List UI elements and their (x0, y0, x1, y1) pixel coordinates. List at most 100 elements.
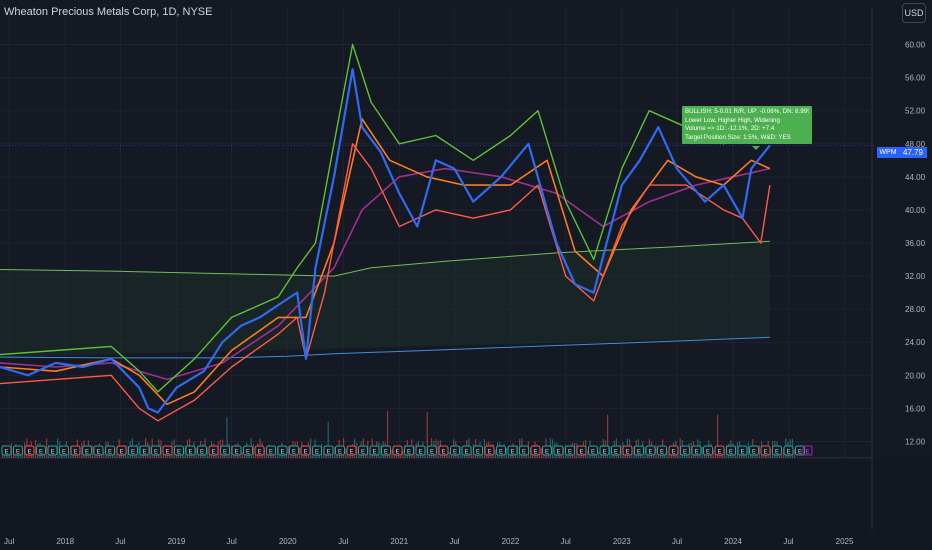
y-tick-label: 60.00 (905, 41, 926, 50)
earnings-marker[interactable] (622, 445, 633, 456)
earnings-marker[interactable] (392, 445, 403, 456)
earnings-marker[interactable] (588, 445, 598, 456)
earnings-marker[interactable] (565, 445, 575, 456)
earnings-marker-letter: E (556, 450, 560, 456)
earnings-marker[interactable] (312, 445, 322, 456)
earnings-marker[interactable] (266, 445, 276, 456)
earnings-marker[interactable] (185, 445, 196, 456)
y-tick-label: 44.00 (905, 173, 926, 182)
earnings-marker[interactable] (346, 445, 357, 456)
earnings-marker[interactable] (128, 445, 138, 456)
earnings-marker[interactable] (116, 445, 127, 456)
volume-bar (448, 451, 450, 458)
earnings-marker[interactable] (300, 445, 311, 456)
earnings-marker[interactable] (415, 445, 426, 456)
earnings-marker[interactable] (36, 445, 46, 456)
earnings-marker[interactable] (542, 445, 552, 456)
earnings-marker[interactable] (404, 445, 414, 456)
earnings-marker[interactable] (519, 445, 529, 456)
earnings-marker[interactable] (484, 445, 495, 456)
earnings-marker[interactable] (749, 445, 759, 456)
earnings-marker[interactable] (737, 445, 748, 456)
annotation-line: Lower Low, Higher High, Widening (685, 116, 780, 124)
earnings-marker[interactable] (381, 445, 391, 456)
earnings-marker[interactable] (611, 445, 621, 456)
earnings-marker[interactable] (323, 445, 334, 456)
earnings-marker[interactable] (93, 445, 104, 456)
x-tick-label: Jul (783, 537, 793, 546)
earnings-marker[interactable] (645, 445, 656, 456)
earnings-marker[interactable] (473, 445, 483, 456)
earnings-marker[interactable] (59, 445, 69, 456)
earnings-marker[interactable] (691, 445, 702, 456)
currency-button[interactable]: USD (902, 3, 926, 23)
earnings-marker[interactable] (427, 445, 437, 456)
earnings-marker[interactable] (1, 445, 12, 456)
earnings-marker[interactable] (358, 445, 368, 456)
earnings-marker[interactable] (174, 445, 184, 456)
earnings-marker-letter: E (568, 450, 572, 456)
earnings-marker[interactable] (680, 445, 690, 456)
volume-bar (345, 448, 347, 458)
earnings-marker[interactable] (231, 445, 242, 456)
earnings-marker-letter: E (579, 450, 583, 456)
volume-bar (327, 421, 329, 458)
earnings-marker[interactable] (795, 445, 805, 456)
earnings-marker[interactable] (634, 445, 644, 456)
earnings-marker[interactable] (70, 445, 81, 456)
earnings-marker[interactable] (461, 445, 472, 456)
earnings-marker[interactable] (13, 445, 23, 456)
earnings-marker[interactable] (760, 445, 771, 456)
earnings-marker[interactable] (289, 445, 299, 456)
y-tick-label: 48.00 (905, 140, 926, 149)
earnings-marker[interactable] (369, 445, 380, 456)
annotation-line: Volume => 1D: -12.1%, 2D: +7.4 (685, 125, 775, 133)
volume-bar (226, 417, 228, 458)
series-line-fast-ma (0, 118, 771, 406)
earnings-marker[interactable] (335, 445, 345, 456)
earnings-marker-letter: E (752, 450, 756, 456)
earnings-marker[interactable] (47, 445, 58, 456)
earnings-marker[interactable] (139, 445, 150, 456)
earnings-marker[interactable] (162, 445, 173, 456)
earnings-marker[interactable] (772, 445, 782, 456)
earnings-marker-letter: E (73, 450, 77, 456)
earnings-marker-letter: E (602, 450, 606, 456)
earnings-marker[interactable] (208, 445, 219, 456)
earnings-marker[interactable] (220, 445, 230, 456)
earnings-marker[interactable] (151, 445, 161, 456)
series-line-lower-band (0, 143, 771, 422)
earnings-marker-letter: E (591, 450, 595, 456)
volume-bar (655, 444, 657, 458)
earnings-marker[interactable] (553, 445, 564, 456)
earnings-marker-letter: E (533, 450, 537, 456)
earnings-marker[interactable] (668, 445, 679, 456)
earnings-marker[interactable] (496, 445, 506, 456)
earnings-marker[interactable] (243, 445, 253, 456)
volume-bar (92, 445, 94, 458)
earnings-marker[interactable] (703, 445, 713, 456)
earnings-marker[interactable] (438, 445, 449, 456)
series-line-price (0, 68, 771, 414)
earnings-marker[interactable] (450, 445, 460, 456)
earnings-marker[interactable] (576, 445, 587, 456)
earnings-marker[interactable] (82, 445, 92, 456)
earnings-marker[interactable] (657, 445, 667, 456)
earnings-marker[interactable] (599, 445, 610, 456)
earnings-marker[interactable] (530, 445, 541, 456)
earnings-marker[interactable] (254, 445, 265, 456)
upcoming-earnings-marker[interactable] (802, 445, 813, 456)
earnings-marker[interactable] (783, 445, 794, 456)
earnings-marker[interactable] (105, 445, 115, 456)
earnings-marker[interactable] (726, 445, 736, 456)
earnings-marker[interactable] (197, 445, 207, 456)
annotation-line: Target Position Size: 1.5%, W&D: YES (685, 133, 791, 141)
earnings-marker[interactable] (24, 445, 35, 456)
earnings-marker[interactable] (714, 445, 725, 456)
earnings-marker[interactable] (277, 445, 288, 456)
earnings-marker[interactable] (507, 445, 518, 456)
earnings-marker-letter: E (85, 450, 89, 456)
volume-bar (138, 441, 140, 458)
